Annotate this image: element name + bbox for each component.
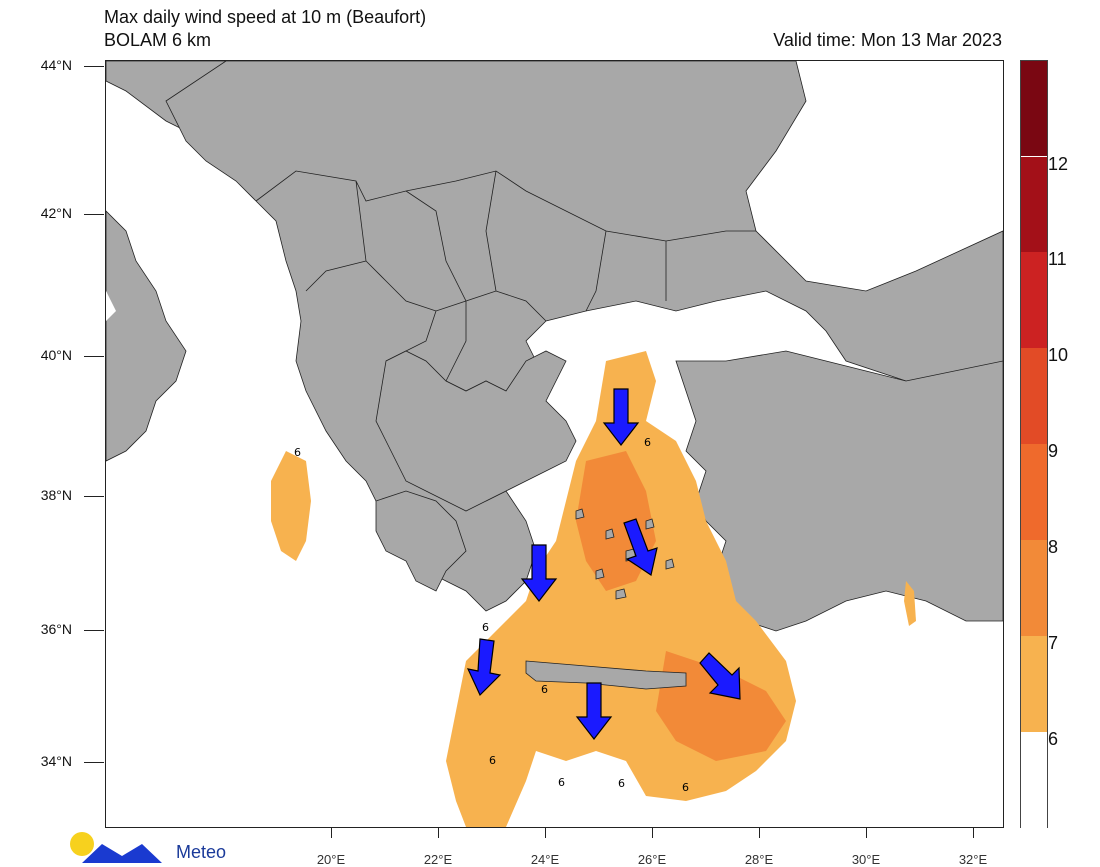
- lon-label-32: 32°E: [958, 852, 988, 867]
- meteo-logo-icon: [70, 832, 162, 863]
- lat-label-38: 38°N: [40, 487, 72, 503]
- valid-time: Valid time: Mon 13 Mar 2023: [773, 30, 1002, 50]
- map-label: 6: [618, 777, 625, 790]
- colorbar-segment: [1021, 61, 1047, 156]
- lon-label-26: 26°E: [637, 852, 667, 867]
- colorbar-segment: [1021, 347, 1047, 444]
- lat-label-42: 42°N: [40, 205, 72, 221]
- lat-tick: [84, 66, 104, 67]
- colorbar-label: 11: [1048, 249, 1067, 269]
- map-label: 6: [489, 754, 496, 767]
- model-label: BOLAM 6 km: [104, 30, 212, 50]
- border-lines: [255, 170, 756, 382]
- colorbar-segment: [1021, 156, 1047, 252]
- lon-label-22: 22°E: [423, 852, 453, 867]
- lat-label-36: 36°N: [40, 621, 72, 637]
- wind-area-rhodes: [904, 581, 916, 626]
- lon-tick: [438, 826, 439, 838]
- colorbar-label: 7: [1048, 633, 1059, 653]
- lon-label-28: 28°E: [744, 852, 774, 867]
- lon-label-20: 20°E: [316, 852, 346, 867]
- lon-tick: [973, 826, 974, 838]
- lon-tick: [759, 826, 760, 838]
- lat-tick: [84, 214, 104, 215]
- lat-tick: [84, 630, 104, 631]
- map-label: 6: [644, 436, 651, 449]
- map-label: 6: [558, 776, 565, 789]
- wind-arrow-icon: [602, 388, 640, 446]
- wind-arrow-icon: [575, 682, 613, 740]
- map-label: 6: [294, 446, 301, 459]
- wind-area-ionian: [271, 451, 311, 561]
- lon-tick: [331, 826, 332, 838]
- map-panel: 6 6 6 6 6 6 6 6: [105, 60, 1004, 828]
- land-greece: [375, 350, 577, 512]
- lon-tick: [652, 826, 653, 838]
- map-svg: 6 6 6 6 6 6 6 6: [106, 61, 1003, 827]
- land-italy-heel: [106, 291, 116, 321]
- colorbar-segment: [1021, 539, 1047, 636]
- colorbar-segment: [1021, 443, 1047, 540]
- map-title: Max daily wind speed at 10 m (Beaufort): [104, 7, 427, 27]
- lat-label-34: 34°N: [40, 753, 72, 769]
- colorbar-segment: [1021, 635, 1047, 732]
- map-label: 6: [682, 781, 689, 794]
- colorbar-label: 9: [1048, 441, 1059, 461]
- colorbar-segment: [1021, 251, 1047, 348]
- lon-label-24: 24°E: [530, 852, 560, 867]
- land-anatolia: [675, 350, 1003, 632]
- map-label: 6: [482, 621, 489, 634]
- colorbar-segment: [1021, 731, 1047, 828]
- colorbar-label: 6: [1048, 729, 1059, 749]
- colorbar: [1020, 60, 1048, 828]
- logo-text: Meteo: [176, 842, 227, 862]
- lon-tick: [545, 826, 546, 838]
- lon-label-30: 30°E: [851, 852, 881, 867]
- land-crete: [525, 660, 687, 690]
- lon-tick: [866, 826, 867, 838]
- wind-arrow-icon: [466, 638, 502, 697]
- lat-label-40: 40°N: [40, 347, 72, 363]
- lat-tick: [84, 762, 104, 763]
- lat-tick: [84, 496, 104, 497]
- colorbar-label: 12: [1048, 154, 1069, 174]
- lat-label-44: 44°N: [40, 57, 72, 73]
- colorbar-label: 10: [1048, 345, 1069, 365]
- lat-tick: [84, 356, 104, 357]
- wind-arrow-icon: [699, 652, 741, 700]
- land-peloponnese: [375, 490, 467, 592]
- wind-arrow-icon: [623, 518, 658, 576]
- land-italy: [106, 210, 187, 462]
- wind-arrow-icon: [520, 544, 558, 602]
- colorbar-label: 8: [1048, 537, 1059, 557]
- wind-area-east: [656, 651, 786, 761]
- map-label: 6: [541, 683, 548, 696]
